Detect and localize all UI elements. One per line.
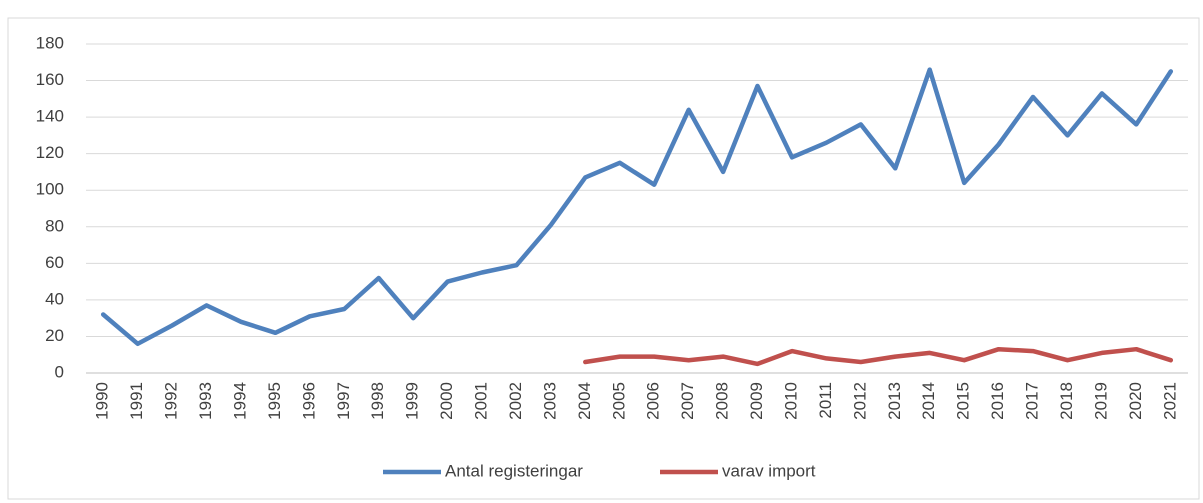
x-tick-label: 2020 [1126, 382, 1145, 420]
x-tick-label: 2014 [919, 382, 938, 420]
x-tick-label: 2002 [506, 382, 525, 420]
x-tick-label: 2008 [713, 382, 732, 420]
x-tick-label: 2019 [1091, 382, 1110, 420]
x-tick-label: 1994 [230, 382, 249, 420]
x-tick-label: 1997 [334, 382, 353, 420]
x-tick-label: 2003 [540, 382, 559, 420]
x-tick-label: 2004 [575, 382, 594, 420]
x-tick-label: 2009 [747, 382, 766, 420]
x-tick-label: 2012 [850, 382, 869, 420]
x-tick-label: 1998 [368, 382, 387, 420]
y-tick-label: 40 [45, 289, 64, 308]
series-line [100, 67, 1174, 347]
x-tick-label: 2021 [1160, 382, 1179, 420]
y-tick-label: 180 [36, 33, 64, 52]
x-tick-label: 2001 [472, 382, 491, 420]
x-tick-label: 2016 [988, 382, 1007, 420]
x-tick-label: 2005 [609, 382, 628, 420]
x-tick-label: 2000 [437, 382, 456, 420]
legend-label: varav import [722, 461, 816, 480]
x-tick-label: 2018 [1057, 382, 1076, 420]
x-tick-label: 1999 [403, 382, 422, 420]
x-tick-label: 1995 [265, 382, 284, 420]
x-tick-label: 2010 [781, 382, 800, 420]
series-line [583, 346, 1174, 367]
x-tick-label: 1993 [196, 382, 215, 420]
x-tick-label: 1990 [93, 382, 112, 420]
x-tick-label: 2013 [885, 382, 904, 420]
y-tick-label: 0 [55, 362, 64, 381]
x-tick-label: 2007 [678, 382, 697, 420]
y-tick-label: 80 [45, 216, 64, 235]
chart-frame [7, 17, 1200, 500]
legend-label: Antal registeringar [445, 461, 583, 480]
x-tick-label: 1996 [299, 382, 318, 420]
y-tick-label: 100 [36, 180, 64, 199]
y-tick-label: 20 [45, 326, 64, 345]
y-tick-label: 160 [36, 70, 64, 89]
y-tick-label: 120 [36, 143, 64, 162]
x-tick-label: 1992 [162, 382, 181, 420]
y-tick-label: 60 [45, 253, 64, 272]
x-tick-label: 2015 [954, 382, 973, 420]
x-tick-label: 2011 [816, 382, 835, 419]
x-tick-label: 1991 [127, 382, 146, 420]
x-tick-label: 2017 [1023, 382, 1042, 420]
x-tick-label: 2006 [644, 382, 663, 420]
y-tick-label: 140 [36, 107, 64, 126]
